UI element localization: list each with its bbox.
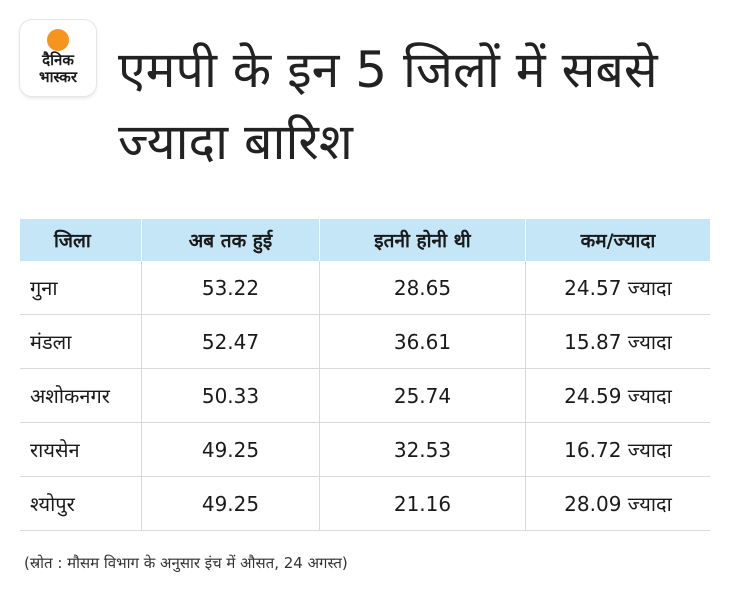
district-cell: गुना (20, 261, 142, 314)
rainfall-so-far-cell: 52.47 (142, 315, 320, 368)
page-title: एमपी के इन 5 जिलों में सबसे ज्यादा बारिश (118, 41, 658, 171)
expected-rainfall-cell: 21.16 (320, 477, 526, 530)
column-header-district: जिला (20, 219, 142, 261)
table-row: श्योपुर 49.25 21.16 28.09 ज्यादा (20, 477, 710, 531)
expected-rainfall-cell: 32.53 (320, 423, 526, 476)
district-cell: अशोकनगर (20, 369, 142, 422)
rainfall-so-far-cell: 49.25 (142, 477, 320, 530)
logo-sun-icon (47, 29, 69, 51)
table-header-row: जिला अब तक हुई इतनी होनी थी कम/ज्यादा (20, 219, 710, 261)
district-cell: मंडला (20, 315, 142, 368)
logo-graphic: दैनिक भास्कर (39, 29, 78, 86)
difference-cell: 24.59 ज्यादा (564, 384, 672, 408)
district-cell: रायसेन (20, 423, 142, 476)
column-header-difference: कम/ज्यादा (580, 230, 656, 252)
logo-text-line1: दैनिक (41, 51, 75, 69)
difference-cell: 24.57 ज्यादा (564, 276, 672, 300)
table-row: मंडला 52.47 36.61 15.87 ज्यादा (20, 315, 710, 369)
rainfall-so-far-cell: 50.33 (142, 369, 320, 422)
district-cell: श्योपुर (20, 477, 142, 530)
expected-rainfall-cell: 28.65 (320, 261, 526, 314)
table-row: अशोकनगर 50.33 25.74 24.59 ज्यादा (20, 369, 710, 423)
difference-cell: 28.09 ज्यादा (564, 492, 672, 516)
table-row: गुना 53.22 28.65 24.57 ज्यादा (20, 261, 710, 315)
expected-rainfall-cell: 25.74 (320, 369, 526, 422)
rainfall-table: जिला अब तक हुई इतनी होनी थी कम/ज्यादा गु… (20, 219, 710, 531)
column-header-rainfall-so-far: अब तक हुई (142, 219, 320, 261)
rainfall-so-far-cell: 53.22 (142, 261, 320, 314)
column-header-expected-rainfall: इतनी होनी थी (320, 219, 526, 261)
difference-cell: 15.87 ज्यादा (564, 330, 672, 354)
logo-text-line2: भास्कर (39, 68, 78, 86)
table-row: रायसेन 49.25 32.53 16.72 ज्यादा (20, 423, 710, 477)
rainfall-so-far-cell: 49.25 (142, 423, 320, 476)
expected-rainfall-cell: 36.61 (320, 315, 526, 368)
dainik-bhaskar-logo: दैनिक भास्कर (20, 20, 96, 96)
source-note: (स्रोत : मौसम विभाग के अनुसार इंच में औस… (24, 554, 348, 572)
difference-cell: 16.72 ज्यादा (564, 438, 672, 462)
